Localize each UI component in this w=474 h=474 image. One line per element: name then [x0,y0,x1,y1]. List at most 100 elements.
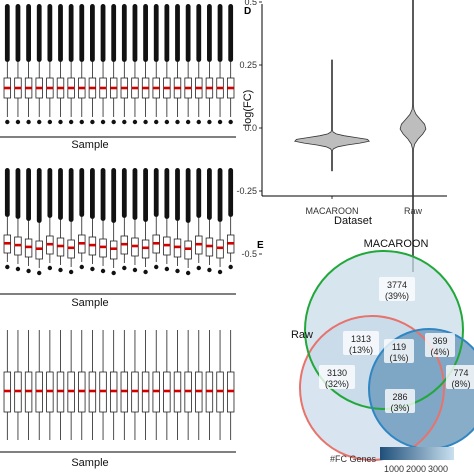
sample-box [88,4,97,125]
outlier-cluster [228,4,234,62]
venn-region-label: 369(4%) [425,333,455,357]
venn-region-count: 369 [432,336,447,346]
outlier-cluster [26,4,31,62]
outlier-point [228,119,233,125]
violin-macaroon [294,59,370,172]
venn-region-count: 119 [392,342,406,352]
outlier-point [5,264,10,270]
sample-box [173,4,182,125]
sample-box [35,4,43,125]
outlier-cluster [143,168,148,222]
sample-box [78,4,86,125]
violin-plot: 0.50.250.0-0.25-0.5MACAROONRaw [236,0,447,273]
sample-box [78,330,86,440]
venn-region-label: 286(3%) [385,389,415,413]
sample-box [78,168,86,270]
outlier-cluster [15,168,21,219]
outlier-cluster [36,168,42,223]
sample-box [88,168,97,272]
violin-xlabel: Dataset [334,215,372,227]
sample-box [24,330,33,440]
outlier-point [68,119,74,125]
sample-box [184,4,192,125]
outlier-point [15,119,21,125]
outlier-cluster [36,4,42,62]
sample-box [216,330,224,440]
outlier-cluster [15,4,21,62]
sample-box [216,168,224,275]
outlier-cluster [153,4,159,62]
venn-region-percent: (3%) [390,403,409,413]
sample-box [109,168,118,276]
outlier-cluster [47,4,53,62]
outlier-point [196,265,201,271]
outlier-cluster [217,4,223,62]
sample-box [120,168,129,271]
xlabel-top: Sample [71,139,108,151]
outlier-cluster [4,168,10,217]
outlier-point [185,270,191,276]
outlier-point [207,267,212,273]
y-tick-label: 0.25 [239,60,257,70]
outlier-cluster [196,168,202,218]
venn-region-count: 286 [392,392,407,402]
outlier-point [132,267,138,273]
venn-region-count: 1313 [351,334,371,344]
sample-box [14,330,22,440]
outlier-point [217,119,223,125]
sample-box [184,330,192,440]
y-tick-label: 0.0 [244,123,257,133]
sample-box [46,168,54,271]
outlier-cluster [175,168,180,221]
venn-set-circle [299,315,445,461]
sample-box [3,168,12,270]
panel-label-d: D [244,6,251,17]
outlier-point [37,119,42,125]
outlier-cluster [79,168,85,217]
sample-box [173,168,182,274]
outlier-cluster [164,4,170,62]
boxplot-panel-bottom [0,330,236,453]
outlier-point [111,119,116,125]
sample-box [152,4,160,125]
outlier-point [196,119,201,125]
y-tick-label: 0.5 [244,0,257,7]
outlier-point [154,119,159,125]
sample-box [56,168,65,273]
y-tick-label: -0.5 [241,249,257,259]
venn-set-label-macaroon: MACAROON [364,238,429,250]
violin-raw [399,0,427,273]
outlier-cluster [4,4,10,62]
legend-colorbar [380,447,454,460]
outlier-cluster [196,4,202,62]
sample-box [152,330,160,440]
sample-box [24,4,33,125]
outlier-cluster [111,4,117,62]
venn-legend: #FC Genes 1000 2000 3000 [330,447,454,474]
outlier-point [175,119,180,125]
sample-box [205,168,214,273]
outlier-cluster [185,4,191,62]
outlier-cluster [121,168,127,218]
outlier-cluster [58,168,63,220]
sample-box [99,168,107,274]
sample-box [226,4,235,125]
sample-box [205,330,214,440]
sample-box [152,168,160,270]
outlier-cluster [68,168,74,222]
outlier-cluster [132,4,138,62]
legend-tick-3000: 3000 [428,464,448,474]
outlier-cluster [111,168,117,223]
legend-tick-1000: 1000 [384,464,404,474]
outlier-cluster [79,4,85,62]
outlier-point [90,266,95,272]
outlier-cluster [90,168,95,219]
sample-box [99,4,107,125]
sample-box [141,4,150,125]
sample-box [3,330,12,440]
outlier-point [164,266,170,272]
outlier-cluster [100,168,106,221]
outlier-cluster [121,4,127,62]
venn-region-percent: (39%) [385,291,409,301]
